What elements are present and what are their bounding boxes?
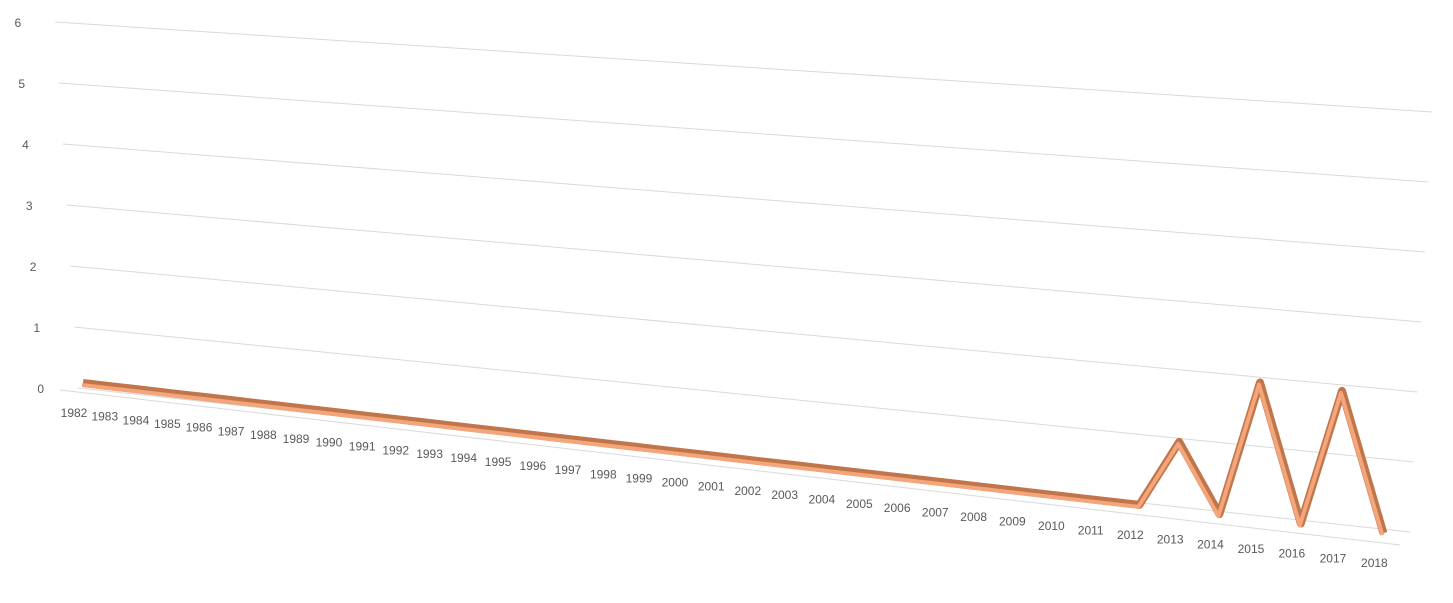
x-tick-label: 2017: [1320, 551, 1347, 565]
grid-line: [66, 204, 1422, 323]
x-tick-label: 1992: [382, 443, 409, 457]
line-shadow: [82, 378, 1388, 535]
grid-line: [58, 82, 1429, 183]
x-tick-label: 1998: [590, 467, 617, 481]
x-tick-label: 1983: [91, 410, 118, 424]
x-tick-label: 2010: [1038, 519, 1065, 533]
y-tick-label: 3: [26, 199, 33, 213]
x-tick-label: 1986: [186, 421, 213, 435]
grid-line: [55, 21, 1433, 113]
grid-line: [70, 265, 1418, 393]
x-tick-label: 1999: [626, 471, 653, 485]
x-tick-label: 1994: [450, 451, 477, 465]
x-tick-label: 1996: [520, 459, 547, 473]
y-tick-label: 4: [22, 138, 29, 152]
x-tick-label: 2006: [884, 501, 911, 515]
x-tick-label: 1988: [250, 428, 277, 442]
y-tick-label: 2: [30, 260, 37, 274]
x-tick-label: 2012: [1117, 528, 1144, 542]
x-tick-label: 1990: [316, 436, 343, 450]
x-tick-label: 1987: [218, 424, 245, 438]
y-tick-label: 5: [18, 77, 25, 91]
x-tick-label: 2013: [1157, 533, 1184, 547]
x-tick-label: 1995: [485, 455, 512, 469]
x-tick-label: 1997: [555, 463, 582, 477]
x-tick-label: 2011: [1078, 523, 1104, 537]
y-tick-label: 6: [15, 16, 22, 30]
x-tick-label: 2002: [734, 484, 761, 498]
floor-edge: [59, 389, 1401, 546]
x-tick-label: 1984: [123, 413, 150, 427]
x-tick-label: 1993: [416, 447, 443, 461]
x-tick-label: 1985: [154, 417, 181, 431]
x-tick-label: 1991: [349, 439, 376, 453]
x-tick-label: 2016: [1278, 547, 1305, 561]
x-tick-label: 2014: [1197, 537, 1224, 551]
y-tick-label: 1: [34, 321, 41, 335]
x-tick-label: 1982: [61, 406, 88, 420]
x-tick-label: 2005: [846, 497, 873, 511]
grid-line: [74, 326, 1414, 463]
x-tick-label: 2001: [698, 480, 725, 494]
x-tick-label: 2009: [999, 514, 1026, 528]
grid-line: [62, 143, 1425, 253]
x-tick-label: 2015: [1238, 542, 1265, 556]
data-line: [81, 382, 1385, 536]
x-tick-label: 2003: [771, 488, 798, 502]
x-tick-label: 1989: [283, 432, 310, 446]
x-tick-label: 2000: [662, 476, 689, 490]
x-tick-label: 2004: [809, 492, 836, 506]
y-tick-label: 0: [37, 382, 44, 396]
x-tick-label: 2018: [1361, 556, 1388, 570]
x-tick-label: 2008: [960, 510, 987, 524]
x-tick-label: 2007: [922, 506, 949, 520]
